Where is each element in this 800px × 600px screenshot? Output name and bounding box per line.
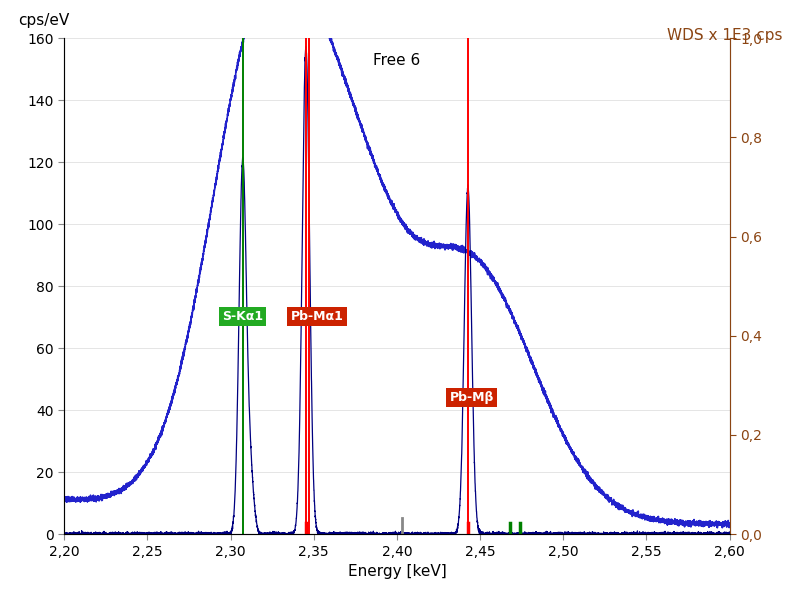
Text: Pb-Mα1: Pb-Mα1 xyxy=(290,310,343,323)
Text: S-Kα1: S-Kα1 xyxy=(222,310,262,323)
X-axis label: Energy [keV]: Energy [keV] xyxy=(347,564,446,579)
Y-axis label: cps/eV: cps/eV xyxy=(18,13,69,28)
Y-axis label: WDS x 1E3 cps: WDS x 1E3 cps xyxy=(667,28,782,43)
Text: Free 6: Free 6 xyxy=(374,53,421,68)
Text: Pb-Mβ: Pb-Mβ xyxy=(450,391,494,404)
